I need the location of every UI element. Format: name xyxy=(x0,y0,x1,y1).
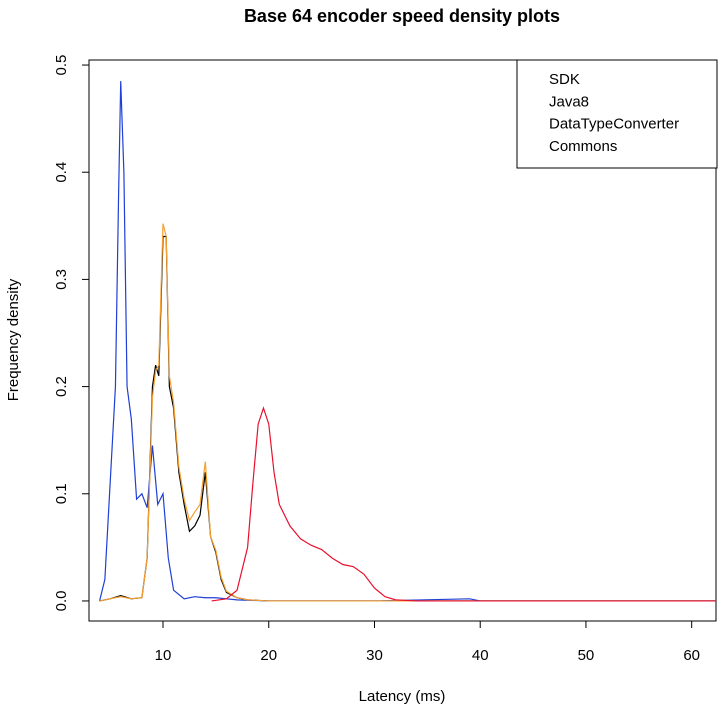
x-tick-label: 50 xyxy=(578,647,595,664)
legend-label: Commons xyxy=(549,138,617,155)
series-line xyxy=(211,406,716,602)
chart-title: Base 64 encoder speed density plots xyxy=(244,6,560,26)
y-tick-label: 0.1 xyxy=(53,483,70,504)
series-line xyxy=(99,235,716,602)
y-tick-label: 0.4 xyxy=(53,162,70,183)
y-tick-label: 0.2 xyxy=(53,376,70,397)
series-line xyxy=(99,223,716,602)
x-tick-label: 20 xyxy=(260,647,277,664)
y-tick-label: 0.3 xyxy=(53,269,70,290)
legend-label: Java8 xyxy=(549,93,589,110)
legend-label: DataTypeConverter xyxy=(549,116,679,133)
legend-label: SDK xyxy=(549,71,580,88)
y-axis-label: Frequency density xyxy=(5,278,22,401)
x-tick-label: 60 xyxy=(683,647,700,664)
x-tick-label: 30 xyxy=(366,647,383,664)
legend-box xyxy=(516,59,718,169)
x-tick-label: 40 xyxy=(472,647,489,664)
y-tick-label: 0.0 xyxy=(53,591,70,612)
x-axis-label: Latency (ms) xyxy=(359,688,446,705)
y-tick-label: 0.5 xyxy=(53,55,70,76)
x-tick-label: 10 xyxy=(155,647,172,664)
